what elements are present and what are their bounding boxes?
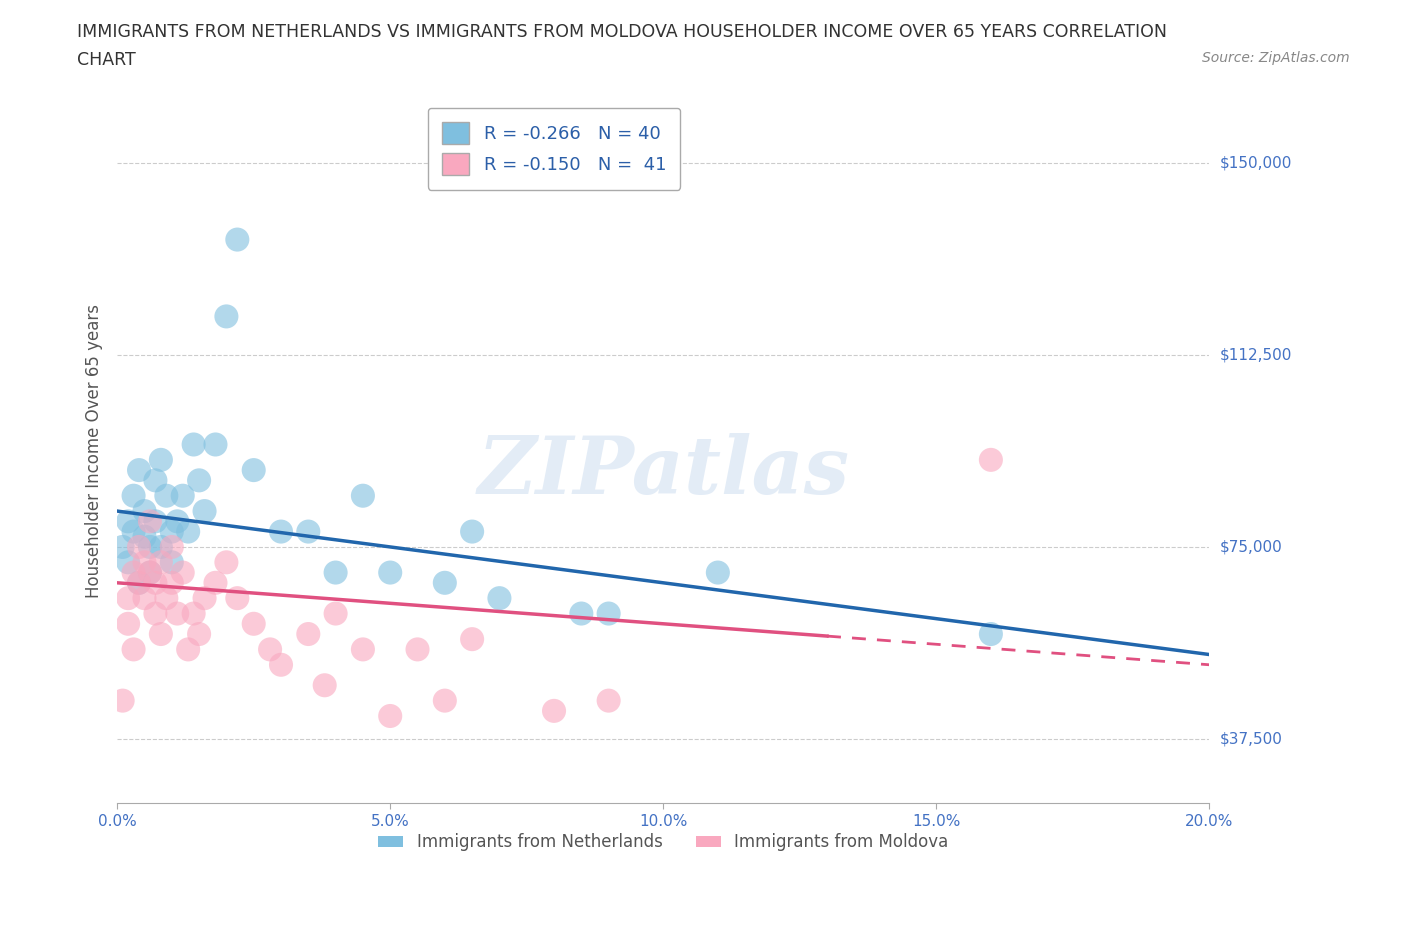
Point <box>188 627 211 642</box>
Point <box>433 576 456 591</box>
Point <box>145 606 167 621</box>
Point <box>543 703 565 718</box>
Point <box>297 525 319 539</box>
Point <box>155 488 177 503</box>
Point <box>139 565 162 580</box>
Point <box>172 488 194 503</box>
Point <box>204 437 226 452</box>
Point <box>145 514 167 529</box>
Point <box>270 658 292 672</box>
Point <box>433 693 456 708</box>
Point <box>160 539 183 554</box>
Legend: Immigrants from Netherlands, Immigrants from Moldova: Immigrants from Netherlands, Immigrants … <box>371 827 955 858</box>
Point <box>325 565 347 580</box>
Point <box>598 693 620 708</box>
Point <box>149 539 172 554</box>
Point <box>122 565 145 580</box>
Point <box>128 539 150 554</box>
Point <box>160 555 183 570</box>
Point <box>145 473 167 488</box>
Point <box>598 606 620 621</box>
Point <box>117 617 139 631</box>
Text: Source: ZipAtlas.com: Source: ZipAtlas.com <box>1202 51 1350 65</box>
Point <box>122 488 145 503</box>
Point <box>980 627 1002 642</box>
Point <box>145 576 167 591</box>
Point <box>134 504 156 519</box>
Point <box>193 504 215 519</box>
Point <box>188 473 211 488</box>
Point <box>139 514 162 529</box>
Point <box>183 437 205 452</box>
Point <box>166 514 188 529</box>
Point <box>461 525 484 539</box>
Point <box>128 576 150 591</box>
Point <box>117 514 139 529</box>
Point <box>242 462 264 477</box>
Text: $150,000: $150,000 <box>1220 155 1292 170</box>
Point <box>149 555 172 570</box>
Point <box>139 565 162 580</box>
Point <box>160 525 183 539</box>
Y-axis label: Householder Income Over 65 years: Householder Income Over 65 years <box>86 304 103 598</box>
Point <box>183 606 205 621</box>
Text: $112,500: $112,500 <box>1220 347 1292 363</box>
Point <box>352 642 374 657</box>
Point <box>707 565 730 580</box>
Point <box>215 555 238 570</box>
Point <box>242 617 264 631</box>
Point <box>204 576 226 591</box>
Point <box>134 591 156 605</box>
Point <box>149 627 172 642</box>
Point <box>406 642 429 657</box>
Point <box>177 525 200 539</box>
Point <box>122 642 145 657</box>
Point <box>314 678 336 693</box>
Point <box>488 591 510 605</box>
Point <box>155 591 177 605</box>
Point <box>297 627 319 642</box>
Point <box>193 591 215 605</box>
Point <box>122 525 145 539</box>
Point <box>111 693 134 708</box>
Text: $37,500: $37,500 <box>1220 732 1284 747</box>
Point <box>226 591 249 605</box>
Point <box>259 642 281 657</box>
Point <box>177 642 200 657</box>
Point <box>172 565 194 580</box>
Point <box>569 606 592 621</box>
Point <box>128 576 150 591</box>
Text: $75,000: $75,000 <box>1220 539 1284 554</box>
Point <box>128 462 150 477</box>
Point <box>134 529 156 544</box>
Point <box>380 709 402 724</box>
Point <box>270 525 292 539</box>
Point <box>134 555 156 570</box>
Point <box>352 488 374 503</box>
Text: CHART: CHART <box>77 51 136 69</box>
Point <box>380 565 402 580</box>
Point <box>111 539 134 554</box>
Point <box>117 555 139 570</box>
Point <box>117 591 139 605</box>
Point <box>160 576 183 591</box>
Point <box>166 606 188 621</box>
Text: ZIPatlas: ZIPatlas <box>477 433 849 511</box>
Point <box>980 452 1002 467</box>
Point <box>139 539 162 554</box>
Point <box>325 606 347 621</box>
Point <box>215 309 238 324</box>
Point <box>226 232 249 247</box>
Point <box>461 631 484 646</box>
Point <box>149 452 172 467</box>
Text: IMMIGRANTS FROM NETHERLANDS VS IMMIGRANTS FROM MOLDOVA HOUSEHOLDER INCOME OVER 6: IMMIGRANTS FROM NETHERLANDS VS IMMIGRANT… <box>77 23 1167 41</box>
